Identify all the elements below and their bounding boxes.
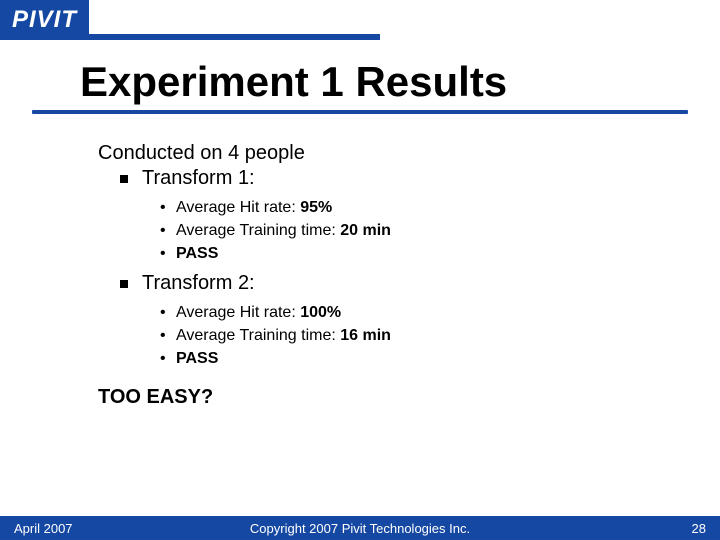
section-list: Transform 1: Average Hit rate: 95% Avera… (120, 167, 720, 370)
bullet-item: PASS (160, 347, 720, 370)
footer-page-number: 28 (692, 521, 706, 536)
bullet-value: 16 min (340, 327, 391, 344)
footer-date: April 2007 (14, 521, 73, 536)
bullet-value: 100% (300, 304, 341, 321)
bullet-item: Average Hit rate: 95% (160, 196, 720, 219)
section-item: Transform 1: Average Hit rate: 95% Avera… (120, 167, 720, 266)
section-item: Transform 2: Average Hit rate: 100% Aver… (120, 272, 720, 371)
footer-bar: April 2007 Copyright 2007 Pivit Technolo… (0, 516, 720, 540)
bullet-list: Average Hit rate: 100% Average Training … (160, 301, 720, 371)
title-divider (32, 110, 688, 114)
header-bar: PIVIT (0, 0, 720, 40)
bullet-value: PASS (176, 245, 218, 262)
brand-logo-text: PIVIT (12, 6, 77, 34)
footer-copyright: Copyright 2007 Pivit Technologies Inc. (250, 521, 470, 536)
conclusion-text: TOO EASY? (98, 386, 720, 409)
bullet-prefix: Average Training time: (176, 327, 340, 344)
header-underline (89, 0, 380, 40)
section-heading: Transform 2: (142, 272, 255, 294)
bullet-prefix: Average Hit rate: (176, 304, 300, 321)
brand-logo: PIVIT (0, 0, 89, 40)
bullet-value: 20 min (340, 222, 391, 239)
page-title: Experiment 1 Results (80, 58, 720, 106)
bullet-item: Average Hit rate: 100% (160, 301, 720, 324)
bullet-prefix: Average Training time: (176, 222, 340, 239)
bullet-value: PASS (176, 350, 218, 367)
section-heading: Transform 1: (142, 167, 255, 189)
bullet-item: Average Training time: 16 min (160, 324, 720, 347)
bullet-prefix: Average Hit rate: (176, 199, 300, 216)
slide-content: Conducted on 4 people Transform 1: Avera… (98, 142, 720, 409)
bullet-value: 95% (300, 199, 332, 216)
bullet-list: Average Hit rate: 95% Average Training t… (160, 196, 720, 266)
bullet-item: Average Training time: 20 min (160, 219, 720, 242)
bullet-item: PASS (160, 242, 720, 265)
intro-text: Conducted on 4 people (98, 142, 720, 165)
